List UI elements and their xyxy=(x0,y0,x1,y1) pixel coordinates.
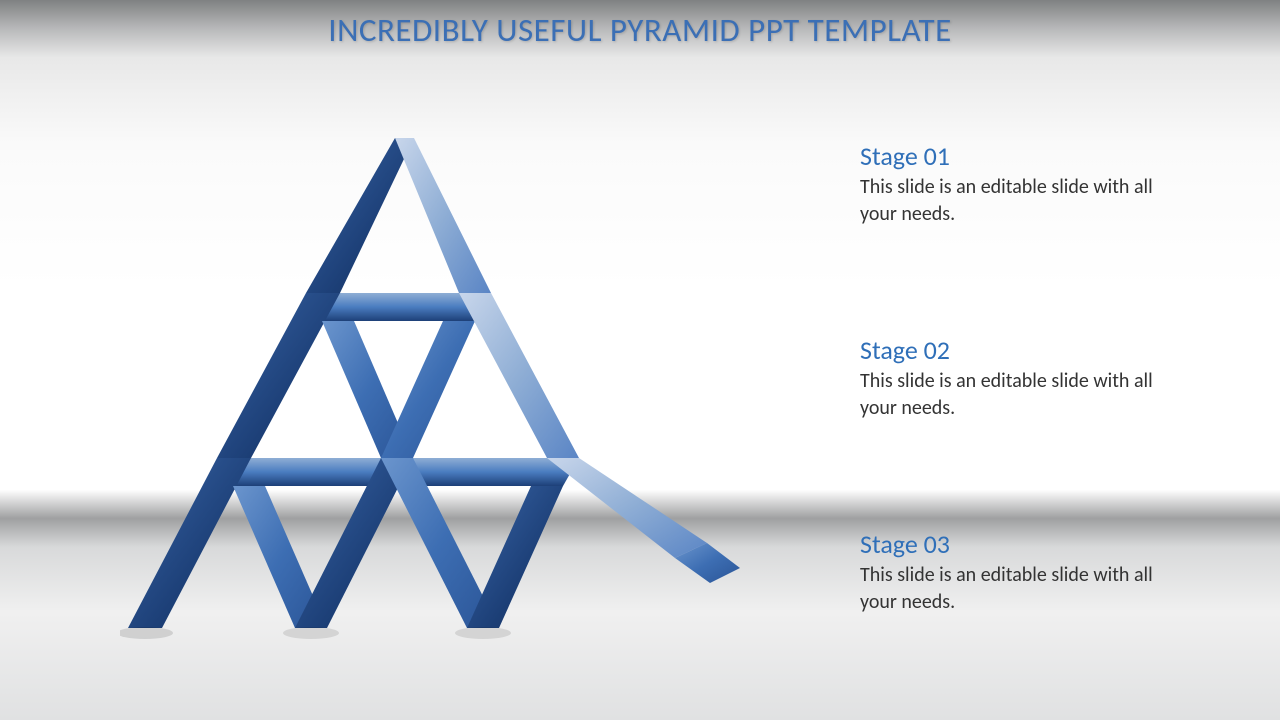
slide-title: INCREDIBLY USEFUL PYRAMID PPT TEMPLATE xyxy=(0,10,1280,50)
stage-desc: This slide is an editable slide with all… xyxy=(860,368,1180,422)
stage-title: Stage 02 xyxy=(860,334,1180,366)
stage-desc: This slide is an editable slide with all… xyxy=(860,562,1180,616)
stage-desc: This slide is an editable slide with all… xyxy=(860,174,1180,228)
stages-list: Stage 01 This slide is an editable slide… xyxy=(860,140,1180,720)
stage-item: Stage 02 This slide is an editable slide… xyxy=(860,334,1180,422)
pyramid-graphic xyxy=(120,128,760,648)
stage-title: Stage 01 xyxy=(860,140,1180,172)
stage-title: Stage 03 xyxy=(860,528,1180,560)
stage-item: Stage 03 This slide is an editable slide… xyxy=(860,528,1180,616)
stage-item: Stage 01 This slide is an editable slide… xyxy=(860,140,1180,228)
